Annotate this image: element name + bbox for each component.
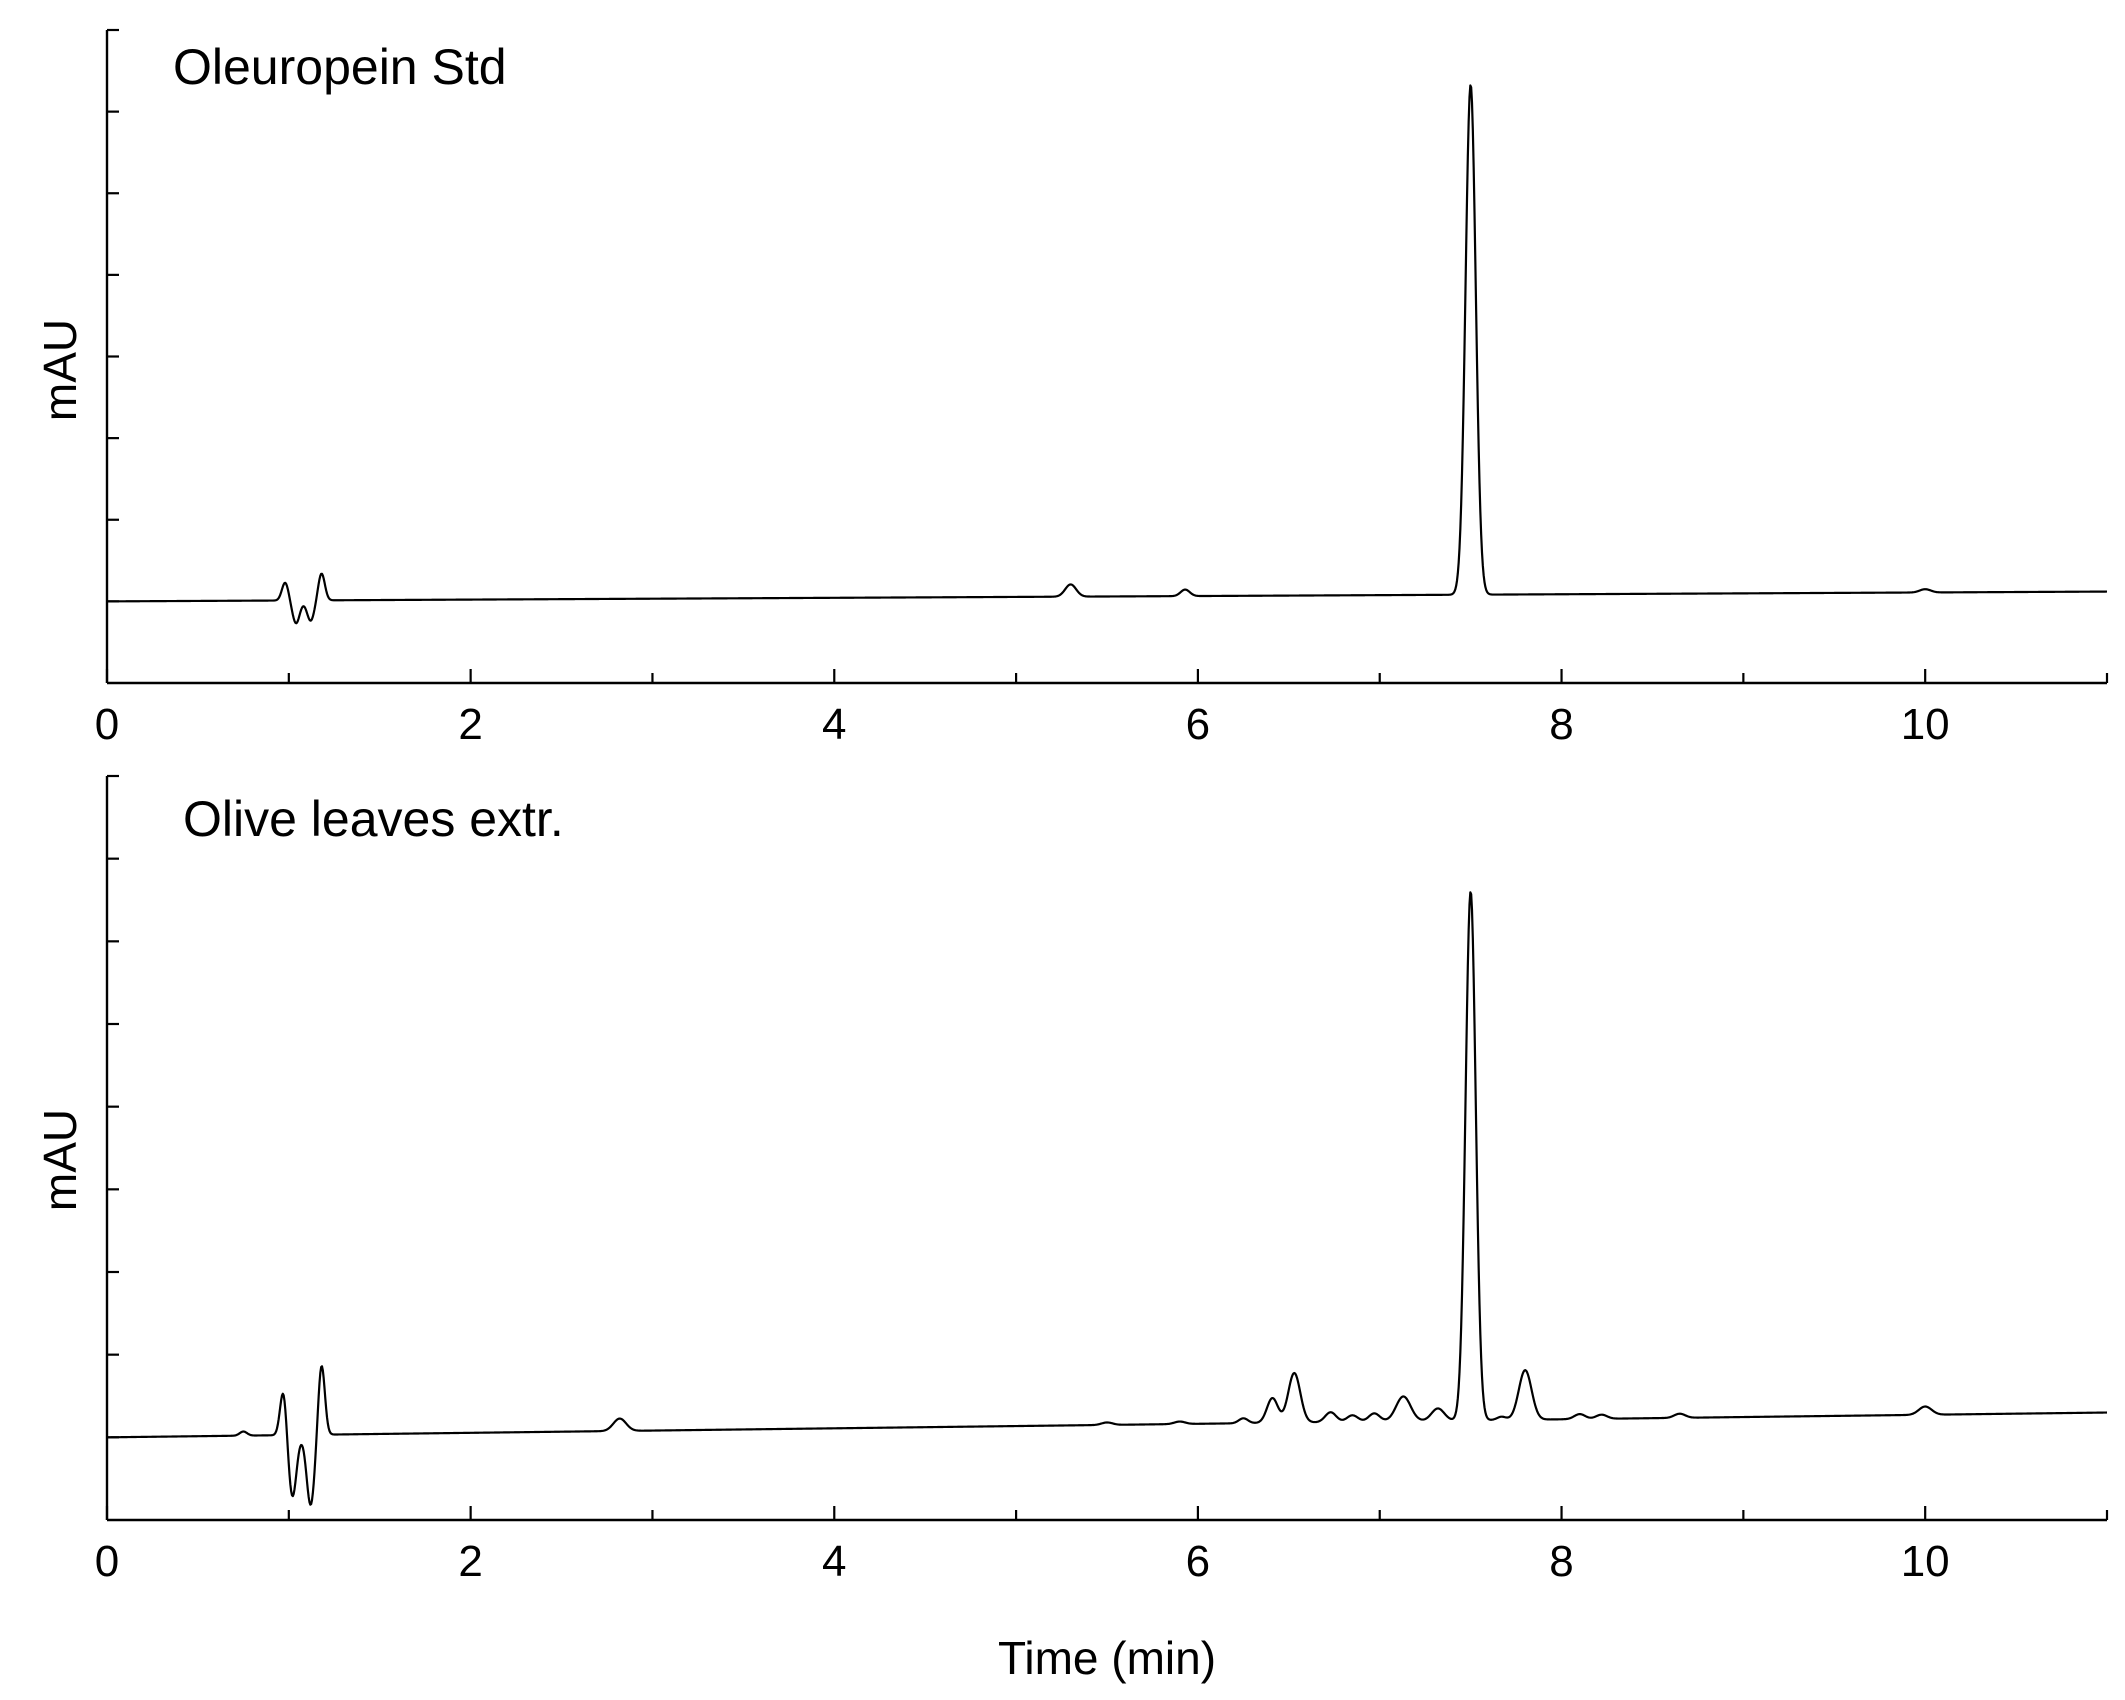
x-tick-label: 2: [458, 1537, 482, 1586]
x-tick-label: 10: [1901, 1537, 1950, 1586]
x-tick-labels: 0 2 4 6 8 10: [95, 700, 1950, 749]
y-axis-label: mAU: [34, 319, 86, 421]
chromatogram-trace-std: [106, 84, 2108, 625]
x-ticks: [105, 669, 2109, 683]
x-tick-label: 6: [1186, 1537, 1210, 1586]
x-tick-label: 0: [95, 1537, 119, 1586]
x-axis-label: Time (min): [998, 1632, 1216, 1684]
panel-olive-leaves-extr: 0 2 4 6 8 10 Olive leaves extr. mAU: [34, 774, 2109, 1586]
x-tick-label: 8: [1549, 700, 1573, 749]
panel-oleuropein-std: 0 2 4 6 8 10 Oleuropein Std mAU: [34, 28, 2109, 749]
x-tick-label: 10: [1901, 700, 1950, 749]
x-tick-labels: 0 2 4 6 8 10: [95, 1537, 1950, 1586]
y-axis-label: mAU: [34, 1109, 86, 1211]
x-tick-label: 8: [1549, 1537, 1573, 1586]
y-ticks: [107, 28, 119, 603]
x-tick-label: 4: [822, 700, 846, 749]
x-tick-label: 2: [458, 700, 482, 749]
y-ticks: [107, 774, 119, 1439]
panel-title: Oleuropein Std: [173, 39, 507, 95]
x-tick-label: 6: [1186, 700, 1210, 749]
x-tick-label: 0: [95, 700, 119, 749]
x-ticks: [105, 1506, 2109, 1520]
panel-title: Olive leaves extr.: [183, 791, 564, 847]
chromatogram-trace-extract: [106, 891, 2108, 1506]
x-tick-label: 4: [822, 1537, 846, 1586]
